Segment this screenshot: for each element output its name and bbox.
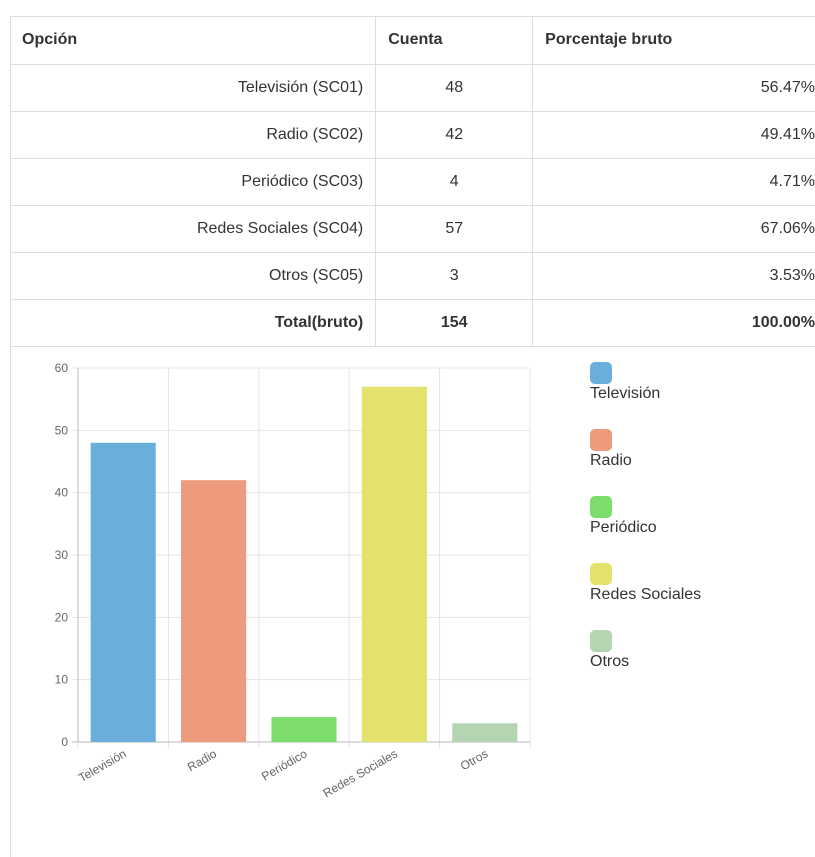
- bar-chart-svg: 0 10 20 30 40 50 60 Televisión Radio Periódico Red…: [55, 361, 531, 800]
- table-row: Periódico (SC03) 4 4.71%: [10, 158, 815, 206]
- header-option: Opción: [10, 16, 377, 65]
- bar-televisión: [90, 442, 156, 742]
- row-option: Televisión (SC01): [10, 64, 377, 112]
- results-table: Opción Cuenta Porcentaje bruto Televisió…: [10, 16, 815, 347]
- table-row: Radio (SC02) 42 49.41%: [10, 111, 815, 159]
- y-tick-label: 50: [55, 423, 69, 437]
- y-tick-label: 40: [55, 486, 69, 500]
- legend-item[interactable]: Radio: [590, 429, 810, 494]
- row-option: Redes Sociales (SC04): [10, 205, 377, 253]
- row-option: Otros (SC05): [10, 252, 377, 300]
- x-tick-label: Televisión: [76, 746, 129, 784]
- total-count: 154: [375, 299, 534, 347]
- table-header-row: Opción Cuenta Porcentaje bruto: [10, 16, 815, 65]
- table-row: Televisión (SC01) 48 56.47%: [10, 64, 815, 112]
- legend-label: Redes Sociales: [590, 586, 702, 603]
- legend-swatch: [590, 429, 612, 451]
- row-percent: 56.47%: [532, 64, 815, 112]
- row-count: 42: [375, 111, 534, 159]
- legend-swatch: [590, 630, 612, 652]
- row-count: 48: [375, 64, 534, 112]
- total-label: Total(bruto): [10, 299, 377, 347]
- row-count: 57: [375, 205, 534, 253]
- header-count: Cuenta: [375, 16, 534, 65]
- total-percent: 100.00%: [532, 299, 815, 347]
- row-percent: 49.41%: [532, 111, 815, 159]
- legend-label: Otros: [590, 653, 630, 670]
- legend-item[interactable]: Redes Sociales: [590, 563, 810, 628]
- legend-swatch: [590, 563, 612, 585]
- table-row: Redes Sociales (SC04) 57 67.06%: [10, 205, 815, 253]
- row-percent: 3.53%: [532, 252, 815, 300]
- bar-redes-sociales: [361, 386, 427, 742]
- row-option: Periódico (SC03): [10, 158, 377, 206]
- x-tick-label: Redes Sociales: [321, 746, 400, 800]
- row-option: Radio (SC02): [10, 111, 377, 159]
- bar-radio: [181, 480, 247, 742]
- x-tick-label: Periódico: [259, 746, 310, 783]
- chart-legend: Televisión Radio Periódico Redes Sociales Ot…: [590, 360, 810, 695]
- legend-label: Televisión: [590, 385, 661, 402]
- legend-label: Radio: [590, 452, 632, 469]
- bar-otros: [452, 723, 518, 742]
- y-tick-label: 0: [61, 735, 68, 749]
- y-tick-label: 60: [55, 361, 69, 375]
- bar-chart: 0 10 20 30 40 50 60 Televisión Radio Periódico Red…: [0, 350, 815, 857]
- bar-periódico: [271, 717, 337, 742]
- y-tick-label: 30: [55, 548, 69, 562]
- table-row: Otros (SC05) 3 3.53%: [10, 252, 815, 300]
- row-percent: 67.06%: [532, 205, 815, 253]
- row-count: 3: [375, 252, 534, 300]
- y-tick-label: 10: [55, 673, 69, 687]
- legend-item[interactable]: Periódico: [590, 496, 810, 561]
- legend-swatch: [590, 496, 612, 518]
- header-percent: Porcentaje bruto: [532, 16, 815, 65]
- legend-item[interactable]: Televisión: [590, 362, 810, 427]
- legend-label: Periódico: [590, 519, 657, 536]
- row-count: 4: [375, 158, 534, 206]
- row-percent: 4.71%: [532, 158, 815, 206]
- y-tick-label: 20: [55, 610, 69, 624]
- table-total-row: Total(bruto) 154 100.00%: [10, 299, 815, 347]
- x-tick-label: Otros: [458, 746, 490, 773]
- x-tick-label: Radio: [185, 746, 219, 774]
- legend-item[interactable]: Otros: [590, 630, 810, 695]
- legend-swatch: [590, 362, 612, 384]
